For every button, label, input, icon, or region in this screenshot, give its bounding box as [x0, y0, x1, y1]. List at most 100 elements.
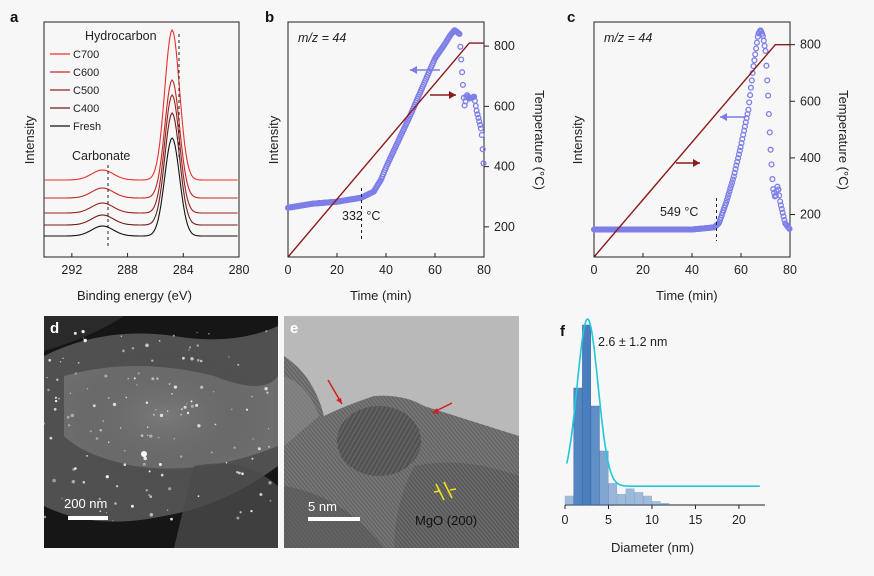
tem-texture [284, 316, 519, 548]
pt-particle [251, 395, 253, 398]
pt-particle [152, 413, 155, 416]
xtick-label: 40 [379, 263, 393, 277]
pt-particle [52, 478, 56, 483]
ms-signal-point [459, 81, 466, 88]
pt-particle [268, 481, 272, 485]
panel-a-xlabel: Binding energy (eV) [77, 288, 192, 303]
pt-particle [180, 455, 183, 458]
ms-signal-point [778, 205, 785, 213]
pt-particle [160, 473, 164, 477]
ms-signal-point [765, 110, 772, 118]
panel-c-plot: 0 20 40 60 80 200 400 600 800 [591, 27, 821, 277]
a-xtick-label: 284 [173, 263, 194, 277]
pt-particle [122, 349, 125, 353]
panel-d-scalebar-label: 200 nm [64, 496, 108, 511]
pt-particle [143, 456, 147, 461]
pt-particle [44, 515, 47, 519]
ms-signal-point [777, 202, 784, 209]
pt-particle [180, 414, 182, 416]
legend-label-c400: C400 [73, 103, 99, 115]
ms-signal-point [733, 162, 740, 169]
temperature-ramp-line [593, 44, 790, 258]
f-xtick-label: 0 [562, 513, 569, 527]
ms-signal-point [764, 77, 771, 84]
panel-label-c: c [567, 9, 575, 26]
panel-label-f: f [560, 323, 566, 340]
pt-particle [190, 404, 194, 408]
pt-particle [149, 434, 153, 438]
pt-particle [168, 383, 171, 385]
pt-particle [54, 396, 57, 399]
pt-particle [237, 363, 240, 366]
pt-particle [131, 347, 135, 350]
legend-label-fresh: Fresh [73, 121, 101, 133]
pt-particle [236, 471, 239, 474]
pt-particle [114, 502, 117, 505]
histogram-bar [599, 450, 609, 506]
ms-signal-point [727, 185, 734, 192]
panel-c-marker-label: 549 °C [660, 205, 698, 219]
pt-particle [241, 472, 244, 475]
histogram-bar [660, 503, 670, 506]
pt-particle [69, 392, 72, 394]
pt-particle [148, 470, 151, 473]
pt-particle [99, 428, 103, 432]
ms-signal-point [752, 51, 759, 58]
pt-particle [166, 509, 169, 511]
panel-c-xlabel: Time (min) [656, 288, 718, 303]
pt-particle [213, 391, 215, 393]
pt-particle [66, 415, 70, 419]
ms-signal-point [731, 169, 738, 176]
panel-a-axes [43, 21, 240, 258]
ms-signal-point [724, 194, 731, 201]
pt-particle [137, 372, 140, 375]
pt-particle [238, 471, 241, 475]
panel-f-annotation: 2.6 ± 1.2 nm [598, 335, 667, 349]
panel-e-scalebar [308, 517, 360, 521]
pt-particle [87, 388, 89, 390]
pt-particle [107, 441, 110, 443]
pt-particle [236, 516, 240, 520]
ms-signal-point [775, 186, 782, 193]
pt-particle [149, 513, 153, 517]
pt-particle [158, 340, 161, 342]
xtick-label: 20 [636, 263, 650, 277]
xtick-label: 60 [428, 263, 442, 277]
xps-curve-c500 [44, 93, 238, 214]
pt-particle [70, 413, 74, 418]
pt-particle [214, 423, 217, 426]
ms-signal-point [765, 92, 772, 99]
ms-signal-point [786, 225, 793, 232]
ms-signal-point [750, 63, 757, 70]
pt-particle [147, 434, 149, 436]
pt-particle [53, 407, 57, 411]
y2tick-label: 200 [800, 208, 821, 222]
ms-signal-point [477, 125, 484, 132]
gaussian-fit-curve [565, 318, 760, 487]
panel-c-ylabel: Intensity [570, 115, 585, 164]
pt-particle [195, 403, 199, 407]
ms-signal-point [736, 147, 743, 154]
pt-particle [228, 356, 230, 358]
ms-signal-point [458, 56, 465, 63]
a-xtick-label: 292 [61, 263, 82, 277]
panel-f-xlabel: Diameter (nm) [611, 540, 694, 555]
pt-particle [196, 331, 198, 334]
pt-particle [86, 455, 88, 457]
panel-e-tem-image: e 5 nm MgO (200) [284, 316, 519, 548]
xtick-label: 40 [685, 263, 699, 277]
ms-signal-point [745, 106, 752, 113]
ms-signal-point [725, 191, 732, 198]
ms-signal-point [723, 197, 730, 204]
ms-signal-point [475, 114, 482, 121]
pt-particle [196, 358, 200, 362]
pt-particle [225, 461, 228, 464]
pt-particle [245, 408, 249, 411]
panel-d-scalebar [68, 516, 108, 520]
ms-signal-point [753, 39, 760, 46]
pt-particle [268, 445, 270, 448]
